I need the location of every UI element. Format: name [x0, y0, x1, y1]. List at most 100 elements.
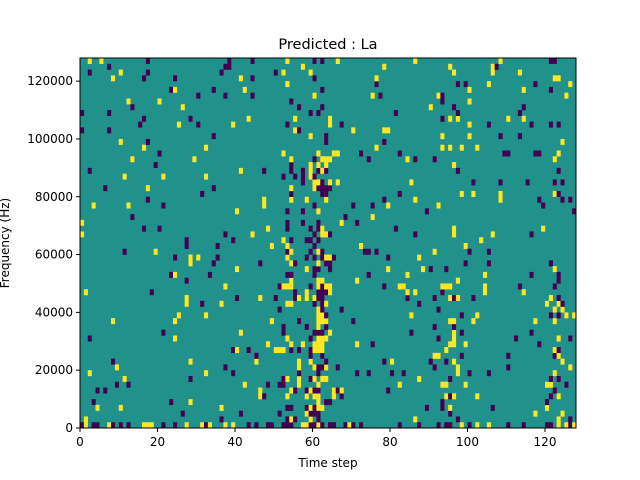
- heatmap-cell: [258, 260, 263, 267]
- heatmap-cell: [281, 283, 286, 290]
- heatmap-cell: [455, 110, 460, 117]
- heatmap-cell: [316, 306, 321, 313]
- heatmap-cell: [556, 312, 561, 319]
- heatmap-cell: [250, 231, 255, 238]
- heatmap-cell: [161, 202, 166, 209]
- heatmap-cell: [285, 248, 290, 255]
- heatmap-cell: [312, 341, 317, 348]
- heatmap-cell: [436, 352, 441, 359]
- heatmap-cell: [308, 248, 313, 255]
- heatmap-cell: [432, 156, 437, 163]
- heatmap-cell: [506, 352, 511, 359]
- heatmap-cell: [211, 133, 216, 140]
- heatmap-cell: [452, 323, 457, 330]
- heatmap-cell: [304, 393, 309, 400]
- heatmap-cell: [289, 167, 294, 174]
- heatmap-cell: [459, 329, 464, 336]
- heatmap-cell: [374, 75, 379, 82]
- heatmap-cell: [521, 289, 526, 296]
- heatmap-cell: [436, 422, 441, 429]
- heatmap-cell: [556, 271, 561, 278]
- heatmap-cell: [552, 352, 557, 359]
- heatmap-cell: [118, 422, 123, 429]
- heatmap-cell: [316, 219, 321, 226]
- heatmap-cell: [382, 127, 387, 134]
- heatmap-cell: [320, 190, 325, 197]
- heatmap-cell: [324, 138, 329, 145]
- heatmap-cell: [467, 98, 472, 105]
- heatmap-cell: [320, 283, 325, 290]
- heatmap-cell: [304, 422, 309, 429]
- heatmap-cell: [312, 347, 317, 354]
- heatmap-cell: [401, 283, 406, 290]
- heatmap-cell: [122, 375, 127, 382]
- heatmap-cell: [533, 81, 538, 88]
- heatmap-cell: [312, 173, 317, 180]
- heatmap-cell: [552, 387, 557, 394]
- heatmap-cell: [285, 243, 290, 249]
- heatmap-cell: [258, 393, 263, 400]
- heatmap-cell: [324, 289, 329, 296]
- heatmap-cell: [455, 277, 460, 284]
- x-tick-label: 40: [227, 435, 242, 449]
- heatmap-cell: [277, 381, 282, 388]
- heatmap-cell: [157, 98, 162, 105]
- heatmap-cell: [145, 196, 150, 203]
- heatmap-cell: [366, 248, 371, 255]
- heatmap-cell: [541, 225, 546, 232]
- heatmap-cell: [83, 422, 88, 429]
- heatmap-cell: [448, 295, 453, 302]
- heatmap-cell: [297, 295, 302, 302]
- y-tick-label: 100000: [27, 132, 73, 146]
- heatmap-cell: [552, 283, 557, 290]
- heatmap-cell: [545, 404, 550, 411]
- heatmap-cell: [145, 422, 150, 429]
- heatmap-cell: [308, 133, 313, 140]
- heatmap-cell: [297, 358, 302, 365]
- heatmap-cell: [552, 318, 557, 325]
- heatmap-cell: [498, 196, 503, 203]
- heatmap-cell: [556, 416, 561, 423]
- heatmap-cell: [285, 404, 290, 411]
- heatmap-cell: [390, 370, 395, 377]
- heatmap-cell: [335, 364, 340, 371]
- heatmap-cell: [339, 393, 344, 400]
- heatmap-cell: [95, 387, 100, 394]
- heatmap-cell: [157, 225, 162, 232]
- heatmap-cell: [87, 58, 92, 64]
- heatmap-cell: [452, 329, 457, 336]
- heatmap-cell: [440, 404, 445, 411]
- heatmap-cell: [91, 399, 96, 406]
- heatmap-cell: [316, 416, 321, 423]
- heatmap-cell: [308, 69, 313, 76]
- x-tick-label: 80: [382, 435, 397, 449]
- heatmap-cell: [99, 58, 104, 64]
- heatmap-cell: [289, 300, 294, 307]
- heatmap-cell: [548, 312, 553, 319]
- heatmap-cell: [552, 75, 557, 82]
- heatmap-cell: [564, 92, 569, 99]
- heatmap-cell: [180, 104, 185, 111]
- heatmap-cell: [413, 416, 418, 423]
- heatmap-cell: [455, 370, 460, 377]
- heatmap-cell: [537, 150, 542, 157]
- heatmap-cell: [312, 393, 317, 400]
- heatmap-cell: [339, 387, 344, 394]
- heatmap-cell: [552, 190, 557, 197]
- heatmap-cell: [289, 387, 294, 394]
- heatmap-cell: [188, 115, 193, 122]
- y-tick-label: 80000: [35, 190, 73, 204]
- heatmap-cell: [308, 225, 313, 232]
- heatmap-cell: [297, 318, 302, 325]
- heatmap-cell: [440, 92, 445, 99]
- heatmap-cell: [556, 75, 561, 82]
- heatmap-cell: [328, 254, 333, 261]
- heatmap-cell: [285, 300, 290, 307]
- heatmap-cell: [343, 214, 348, 221]
- heatmap-cell: [312, 243, 317, 249]
- heatmap-cell: [382, 196, 387, 203]
- heatmap-cell: [238, 410, 243, 417]
- heatmap-cell: [448, 404, 453, 411]
- heatmap-cell: [320, 375, 325, 382]
- heatmap-cell: [173, 86, 178, 93]
